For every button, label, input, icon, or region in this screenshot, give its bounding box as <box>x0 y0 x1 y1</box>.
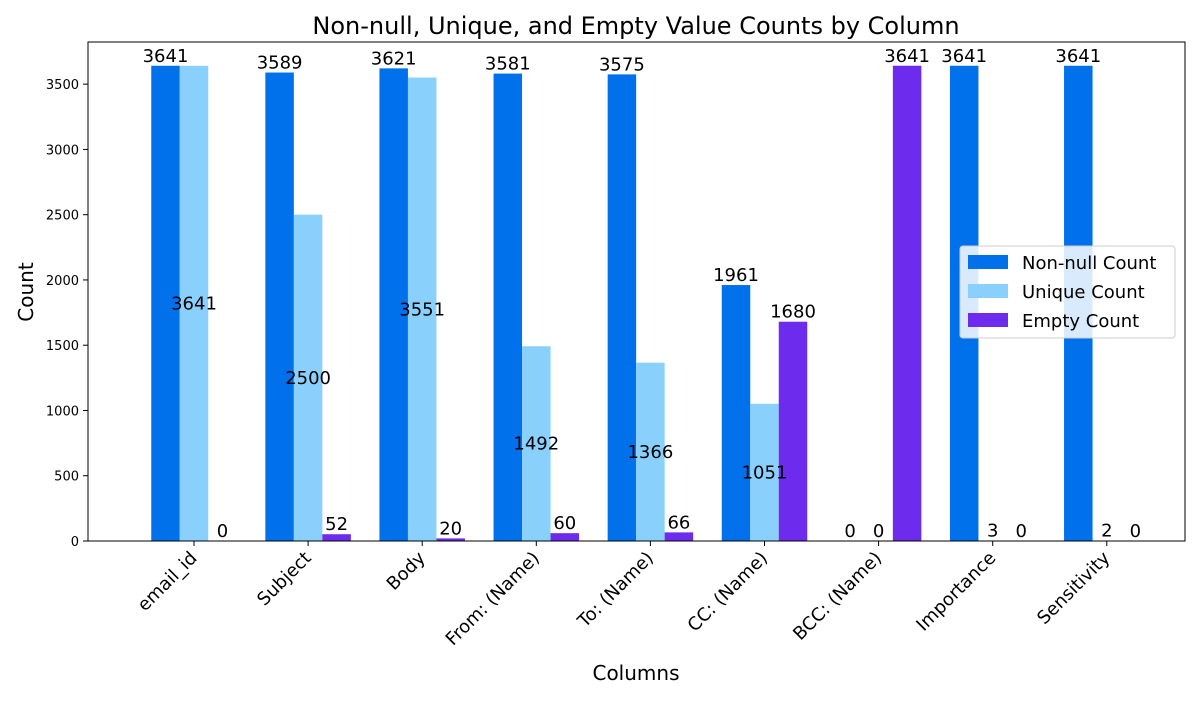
bar-empty-count <box>893 66 922 541</box>
data-label: 52 <box>325 514 348 535</box>
data-label: 2 <box>1101 521 1112 542</box>
data-label: 3551 <box>399 299 445 320</box>
data-label: 3641 <box>884 46 930 67</box>
x-tick-label: CC: (Name) <box>684 548 772 636</box>
data-label: 3 <box>987 521 998 542</box>
y-tick-label: 3000 <box>46 143 79 158</box>
data-label: 3641 <box>171 293 217 314</box>
bar-non-null-count <box>494 74 523 541</box>
legend-label: Non-null Count <box>1022 253 1156 274</box>
x-tick-label: BCC: (Name) <box>789 548 886 645</box>
data-label: 0 <box>844 521 855 542</box>
data-label: 60 <box>553 513 576 534</box>
data-label: 3641 <box>143 46 189 67</box>
y-tick-label: 2000 <box>46 274 79 289</box>
legend: Non-null Count Unique Count Empty Count <box>960 246 1175 338</box>
legend-label: Unique Count <box>1022 282 1145 303</box>
chart-title: Non-null, Unique, and Empty Value Counts… <box>312 12 959 40</box>
bar-non-null-count <box>722 285 751 541</box>
y-axis-label: Count <box>14 262 38 322</box>
x-tick-label: To: (Name) <box>573 548 658 633</box>
data-label: 0 <box>1130 521 1141 542</box>
y-tick-label: 3500 <box>46 78 79 93</box>
x-axis-label: Columns <box>592 661 679 685</box>
y-tick-label: 0 <box>71 535 79 550</box>
data-label: 0 <box>217 521 228 542</box>
data-label: 3621 <box>371 48 417 69</box>
y-tick-label: 500 <box>54 470 79 485</box>
data-label: 3575 <box>599 54 645 75</box>
data-label: 3641 <box>941 46 987 67</box>
y-tick-label: 1000 <box>46 404 79 419</box>
legend-swatch <box>968 284 1008 298</box>
x-tick-label: Body <box>383 547 430 594</box>
x-tick-label: Importance <box>912 548 1000 636</box>
data-label: 1961 <box>713 265 759 286</box>
data-label: 0 <box>1015 521 1026 542</box>
bar-non-null-count <box>265 73 294 541</box>
data-label: 1051 <box>742 462 788 483</box>
bar-non-null-count <box>608 74 637 541</box>
x-tick-label: Subject <box>253 548 315 610</box>
x-tick-label: email_id <box>134 548 202 616</box>
data-label: 3589 <box>257 53 303 74</box>
y-tick-label: 1500 <box>46 339 79 354</box>
x-tick-label: From: (Name) <box>442 548 544 650</box>
legend-swatch <box>968 255 1008 269</box>
x-tick-label: Sensitivity <box>1033 547 1114 628</box>
bar-empty-count <box>665 532 694 541</box>
data-label: 1366 <box>627 442 673 463</box>
data-label: 3581 <box>485 54 531 75</box>
data-label: 66 <box>667 512 690 533</box>
legend-swatch <box>968 313 1008 327</box>
bar-empty-count <box>779 322 808 541</box>
bar-empty-count <box>322 534 351 541</box>
data-label: 1680 <box>770 302 816 323</box>
data-label: 0 <box>873 521 884 542</box>
data-label: 1492 <box>513 434 559 455</box>
data-label: 3641 <box>1055 46 1101 67</box>
data-label: 20 <box>439 518 462 539</box>
bar-empty-count <box>551 533 580 541</box>
legend-label: Empty Count <box>1022 311 1139 332</box>
y-tick-label: 2500 <box>46 209 79 224</box>
data-label: 2500 <box>285 368 331 389</box>
